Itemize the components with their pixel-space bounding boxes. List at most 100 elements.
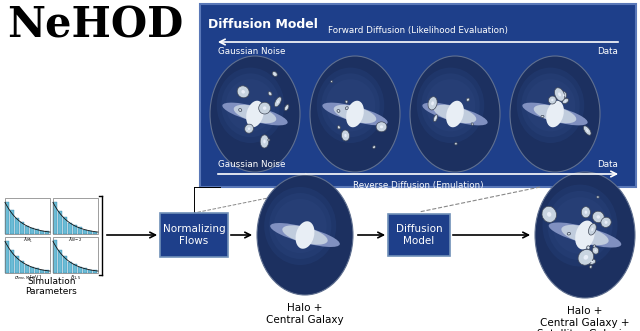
- Ellipse shape: [421, 73, 480, 137]
- Ellipse shape: [331, 80, 333, 83]
- Bar: [68, 262, 72, 273]
- Bar: [160, 213, 228, 257]
- Bar: [53, 202, 58, 234]
- Ellipse shape: [323, 103, 388, 125]
- Ellipse shape: [244, 124, 253, 133]
- Bar: [5, 198, 50, 234]
- Ellipse shape: [372, 146, 376, 149]
- Ellipse shape: [522, 103, 588, 125]
- Ellipse shape: [510, 56, 600, 172]
- Ellipse shape: [578, 250, 594, 265]
- Ellipse shape: [260, 135, 269, 148]
- Ellipse shape: [568, 233, 570, 234]
- Text: Diffusion
Model: Diffusion Model: [396, 224, 442, 246]
- Bar: [45, 231, 49, 234]
- Ellipse shape: [552, 197, 607, 254]
- Ellipse shape: [589, 265, 592, 268]
- Ellipse shape: [310, 56, 400, 172]
- Ellipse shape: [263, 106, 266, 110]
- Text: $\sigma_{env,M}$ [eV]: $\sigma_{env,M}$ [eV]: [14, 274, 41, 282]
- Ellipse shape: [581, 207, 591, 218]
- Ellipse shape: [342, 130, 349, 141]
- Ellipse shape: [595, 250, 596, 252]
- Ellipse shape: [589, 224, 596, 235]
- Bar: [68, 223, 72, 234]
- Text: Normalizing
Flows: Normalizing Flows: [163, 224, 225, 246]
- Ellipse shape: [601, 217, 611, 227]
- Ellipse shape: [541, 115, 544, 118]
- Bar: [93, 232, 97, 234]
- Bar: [45, 270, 49, 273]
- Ellipse shape: [564, 100, 566, 102]
- Ellipse shape: [596, 215, 600, 219]
- Ellipse shape: [272, 71, 277, 76]
- Ellipse shape: [376, 122, 387, 132]
- Ellipse shape: [567, 232, 570, 235]
- Ellipse shape: [554, 88, 564, 101]
- Bar: [30, 267, 35, 273]
- Bar: [20, 261, 24, 273]
- Ellipse shape: [346, 108, 348, 109]
- Ellipse shape: [446, 101, 464, 127]
- Bar: [30, 228, 35, 234]
- Ellipse shape: [246, 129, 249, 132]
- Ellipse shape: [547, 191, 612, 260]
- Ellipse shape: [543, 185, 618, 266]
- Text: $\lambda_{N-2}$: $\lambda_{N-2}$: [68, 235, 83, 244]
- Ellipse shape: [333, 105, 376, 123]
- Text: Data: Data: [597, 160, 618, 169]
- Bar: [83, 268, 88, 273]
- Ellipse shape: [575, 220, 595, 250]
- Ellipse shape: [546, 101, 564, 127]
- Ellipse shape: [344, 134, 347, 137]
- Bar: [73, 225, 77, 234]
- Text: Gaussian Noise: Gaussian Noise: [218, 47, 285, 56]
- Bar: [88, 270, 92, 273]
- Bar: [5, 202, 10, 234]
- Ellipse shape: [277, 100, 279, 103]
- Bar: [35, 229, 40, 234]
- Ellipse shape: [210, 56, 300, 172]
- Ellipse shape: [434, 105, 476, 123]
- Bar: [58, 211, 63, 234]
- Ellipse shape: [542, 116, 543, 117]
- Ellipse shape: [239, 88, 241, 89]
- Text: Halo +
Central Galaxy +
Satellites Galaxies: Halo + Central Galaxy + Satellites Galax…: [537, 306, 634, 331]
- Ellipse shape: [548, 96, 556, 104]
- Bar: [63, 256, 67, 273]
- Ellipse shape: [435, 117, 436, 119]
- Bar: [58, 250, 63, 273]
- Text: Halo +
Central Galaxy: Halo + Central Galaxy: [266, 303, 344, 325]
- Ellipse shape: [535, 172, 635, 298]
- Ellipse shape: [237, 86, 249, 98]
- Ellipse shape: [428, 97, 437, 110]
- Ellipse shape: [588, 259, 596, 264]
- Ellipse shape: [282, 225, 328, 245]
- Ellipse shape: [326, 79, 375, 131]
- Ellipse shape: [604, 221, 607, 224]
- Ellipse shape: [563, 94, 564, 96]
- Bar: [25, 226, 29, 234]
- Ellipse shape: [217, 68, 284, 143]
- Ellipse shape: [551, 99, 554, 101]
- Ellipse shape: [587, 246, 590, 250]
- Text: $\delta_{1,5}$: $\delta_{1,5}$: [70, 274, 81, 282]
- Ellipse shape: [467, 98, 470, 101]
- Ellipse shape: [345, 100, 348, 103]
- Ellipse shape: [594, 246, 595, 247]
- Ellipse shape: [584, 211, 588, 214]
- Ellipse shape: [337, 126, 340, 129]
- Bar: [78, 267, 83, 273]
- Bar: [40, 270, 44, 273]
- Ellipse shape: [422, 103, 488, 125]
- Ellipse shape: [454, 143, 457, 145]
- Ellipse shape: [548, 222, 621, 248]
- Ellipse shape: [417, 68, 484, 143]
- Ellipse shape: [337, 110, 340, 112]
- Ellipse shape: [588, 247, 589, 248]
- Ellipse shape: [317, 68, 384, 143]
- Ellipse shape: [248, 127, 250, 130]
- Ellipse shape: [584, 126, 591, 135]
- Bar: [10, 210, 15, 234]
- Ellipse shape: [561, 92, 566, 99]
